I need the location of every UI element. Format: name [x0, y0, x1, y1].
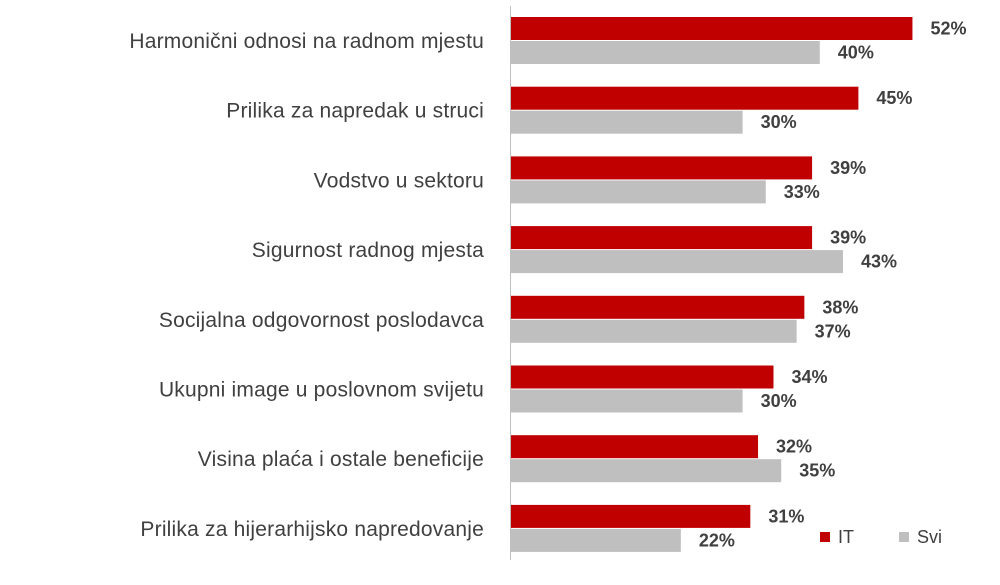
- value-label-it: 32%: [776, 437, 812, 457]
- value-label-svi: 35%: [799, 461, 835, 481]
- category-label: Socijalna odgovornost poslodavca: [159, 309, 484, 332]
- value-label-svi: 22%: [699, 530, 735, 550]
- bar-it: [511, 17, 913, 40]
- bar-it: [511, 156, 813, 180]
- category-label: Visina plaća i ostale beneficije: [198, 448, 484, 471]
- legend-label-svi: Svi: [917, 527, 942, 547]
- bar-svi: [511, 250, 843, 274]
- bar-it: [511, 435, 759, 459]
- value-labels: 52% 40% 45% 30% 39% 33% 39% 43% 38% 37% 34% 30% 32% 3…: [699, 19, 967, 551]
- value-label-it: 45%: [876, 88, 912, 108]
- value-label-svi: 30%: [761, 391, 797, 411]
- value-label-svi: 30%: [761, 112, 797, 132]
- bar-svi: [511, 389, 743, 413]
- value-label-it: 52%: [930, 19, 966, 39]
- value-label-it: 39%: [830, 228, 866, 248]
- bar-svi: [511, 110, 743, 134]
- value-label-svi: 43%: [861, 252, 897, 272]
- bar-svi: [511, 41, 820, 64]
- legend-label-it: IT: [838, 527, 854, 547]
- bar-it: [511, 504, 751, 528]
- value-label-svi: 33%: [784, 182, 820, 202]
- bar-it: [511, 226, 813, 250]
- legend-swatch-it: [820, 532, 830, 542]
- bar-it: [511, 86, 859, 110]
- category-label: Harmonični odnosi na radnom mjestu: [129, 30, 484, 53]
- category-label: Prilika za hijerarhijsko napredovanje: [140, 518, 484, 541]
- category-label: Sigurnost radnog mjesta: [252, 239, 484, 262]
- value-label-it: 38%: [822, 297, 858, 317]
- bars: [511, 17, 913, 552]
- value-label-it: 34%: [791, 367, 827, 387]
- category-label: Vodstvo u sektoru: [314, 169, 484, 192]
- value-label-it: 31%: [768, 506, 804, 526]
- category-label: Ukupni image u poslovnom svijetu: [159, 379, 484, 402]
- bar-svi: [511, 180, 766, 204]
- bar-it: [511, 295, 805, 319]
- value-label-svi: 37%: [815, 321, 851, 341]
- bar-it: [511, 365, 774, 389]
- legend-swatch-svi: [899, 532, 909, 542]
- value-label-it: 39%: [830, 158, 866, 178]
- value-label-svi: 40%: [838, 43, 874, 63]
- category-labels: Harmonični odnosi na radnom mjestu Prilik…: [129, 30, 484, 541]
- bar-svi: [511, 319, 797, 343]
- bar-svi: [511, 459, 782, 483]
- category-label: Prilika za napredak u struci: [226, 100, 484, 123]
- legend: IT Svi: [820, 527, 942, 547]
- bar-svi: [511, 528, 681, 552]
